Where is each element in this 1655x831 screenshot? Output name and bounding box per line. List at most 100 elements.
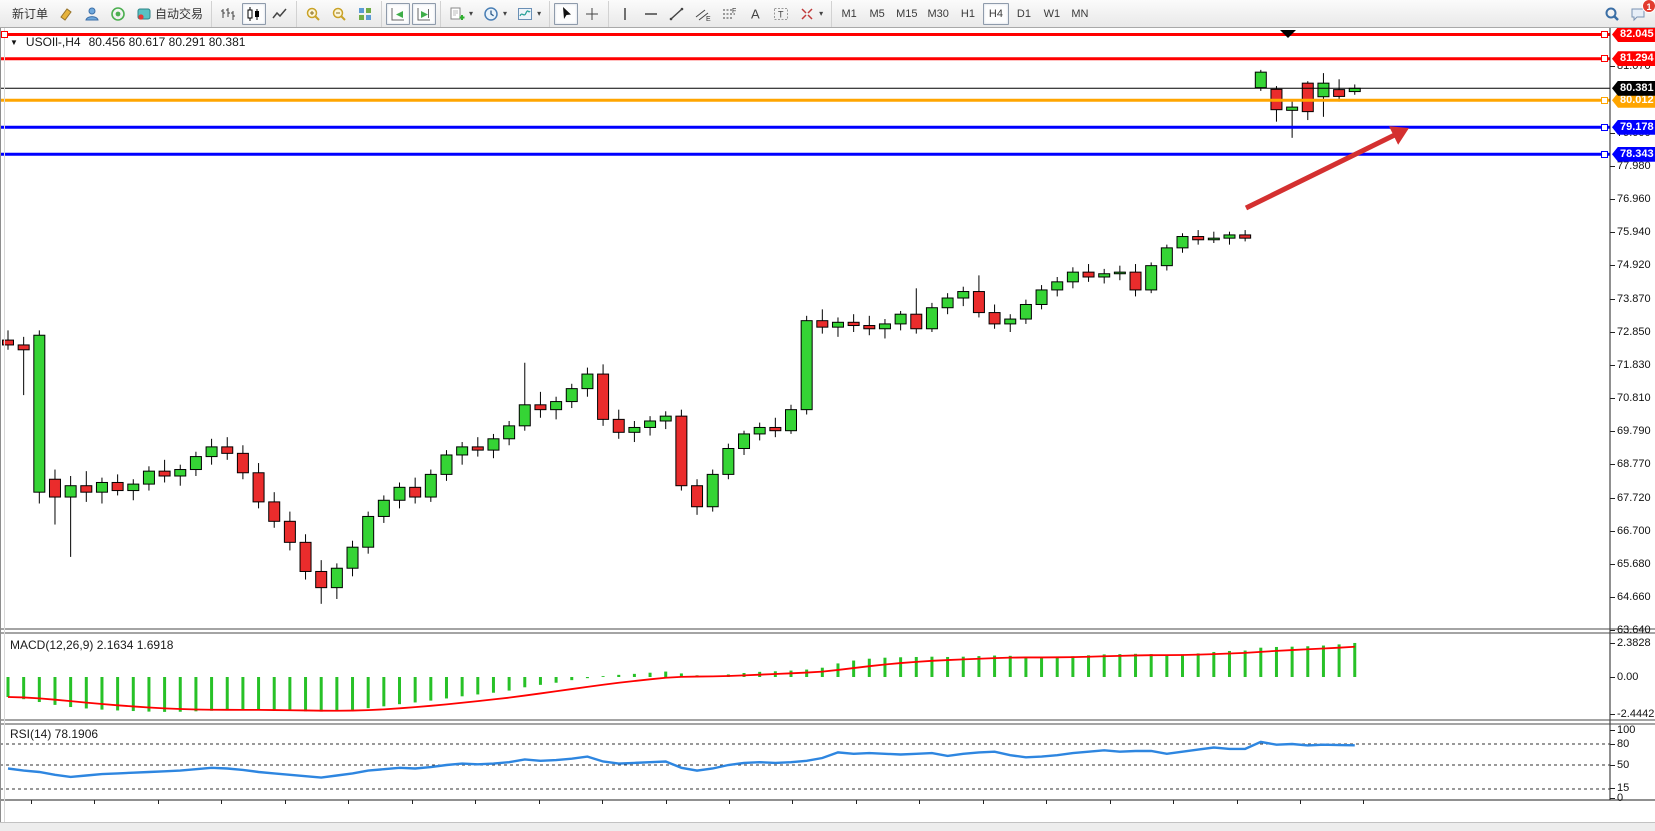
candle-up bbox=[1348, 87, 1361, 93]
price-tick-mark bbox=[1610, 198, 1615, 200]
candle-down bbox=[252, 472, 265, 503]
candle-down bbox=[268, 501, 281, 522]
level-line-handle[interactable] bbox=[1601, 123, 1608, 131]
vertical-line-button[interactable] bbox=[613, 3, 637, 25]
search-button[interactable] bbox=[1600, 3, 1624, 25]
candle-up bbox=[1051, 281, 1064, 291]
templates-button[interactable]: ▾ bbox=[513, 3, 545, 25]
new-order-button[interactable]: 新订单 bbox=[8, 3, 52, 25]
text-button[interactable]: A bbox=[743, 3, 767, 25]
trendline-button[interactable] bbox=[665, 3, 689, 25]
candle-down bbox=[847, 321, 860, 327]
candle-down bbox=[1270, 88, 1283, 111]
time-tick-mark bbox=[982, 800, 984, 804]
candle-down bbox=[158, 470, 171, 477]
timeframe-m30[interactable]: M30 bbox=[924, 3, 953, 25]
price-tick-mark bbox=[1610, 298, 1615, 300]
candle-down bbox=[597, 373, 610, 420]
collapse-arrow-icon[interactable]: ▼ bbox=[10, 37, 18, 47]
time-tick-mark bbox=[411, 800, 413, 804]
level-line-handle[interactable] bbox=[1, 30, 8, 38]
time-tick-mark bbox=[31, 800, 32, 804]
time-tick-mark bbox=[1173, 800, 1175, 804]
chevron-down-icon[interactable]: ▾ bbox=[819, 9, 824, 18]
price-tick-label: 63.640 bbox=[1617, 624, 1651, 637]
chevron-down-icon[interactable]: ▾ bbox=[469, 9, 474, 18]
chart-pencil-button[interactable] bbox=[54, 3, 78, 25]
macd-histogram bbox=[6, 642, 1357, 712]
notification-count-badge: 1 bbox=[1642, 0, 1655, 13]
level-line-handle[interactable] bbox=[1601, 96, 1608, 104]
fibonacci-button[interactable]: F bbox=[717, 3, 741, 25]
line-icon bbox=[272, 6, 288, 22]
candle-up bbox=[189, 456, 202, 471]
timeframe-m5[interactable]: M5 bbox=[864, 3, 890, 25]
candle-up bbox=[1113, 271, 1126, 275]
svg-text:F: F bbox=[732, 8, 736, 15]
profile-button[interactable] bbox=[80, 3, 104, 25]
top-marker-icon[interactable] bbox=[1280, 30, 1296, 38]
timeframe-w1[interactable]: W1 bbox=[1039, 3, 1065, 25]
rsi-tick-label: 0 bbox=[1617, 792, 1624, 804]
level-line-handle[interactable] bbox=[1601, 150, 1608, 158]
candle-up bbox=[800, 320, 813, 411]
candle-up bbox=[1317, 82, 1330, 98]
cursor-button[interactable] bbox=[554, 2, 579, 25]
timeframe-m30-label: M30 bbox=[927, 7, 949, 20]
chart-window[interactable]: ▼ USOIl-,H4 80.456 80.617 80.291 80.381 … bbox=[0, 26, 1655, 831]
candle-down bbox=[315, 570, 328, 589]
periods-button[interactable]: ▾ bbox=[479, 3, 511, 25]
autotrading-button[interactable]: 自动交易 bbox=[132, 3, 207, 25]
timeframe-h4[interactable]: H4 bbox=[982, 2, 1009, 25]
new-chart-button[interactable]: ▾ bbox=[445, 3, 477, 25]
level-line-handle[interactable] bbox=[1601, 30, 1608, 38]
toolbar-group-launch: 新订单 自动交易 bbox=[4, 1, 211, 27]
timeframe-h1[interactable]: H1 bbox=[955, 3, 981, 25]
candlestick-chart-button[interactable] bbox=[242, 2, 267, 25]
zoom-in-button[interactable] bbox=[301, 3, 325, 25]
signal-button[interactable] bbox=[106, 3, 130, 25]
candle-down bbox=[769, 426, 782, 432]
zoom-in-icon bbox=[305, 6, 321, 22]
candle-down bbox=[80, 485, 93, 493]
annotation-arrow[interactable] bbox=[1244, 131, 1400, 211]
timeframe-m15[interactable]: M15 bbox=[892, 3, 921, 25]
chart-shift-button[interactable] bbox=[412, 2, 437, 25]
price-level-badge-79.178: 79.178 bbox=[1612, 119, 1655, 135]
candle-up bbox=[785, 409, 797, 432]
bar-chart-button[interactable] bbox=[216, 3, 240, 25]
new-chart-icon bbox=[449, 6, 465, 22]
chevron-down-icon[interactable]: ▾ bbox=[503, 9, 508, 18]
candle-down bbox=[17, 344, 30, 351]
timeframe-w1-label: W1 bbox=[1043, 7, 1061, 20]
arrows-button[interactable]: ▾ bbox=[795, 3, 827, 25]
auto-scroll-button[interactable] bbox=[386, 2, 411, 25]
timeframe-m15-label: M15 bbox=[896, 7, 918, 20]
price-tick-mark bbox=[1610, 431, 1615, 433]
annotation-arrowhead[interactable] bbox=[1389, 126, 1409, 145]
notifications-button[interactable]: 1 bbox=[1626, 0, 1655, 25]
cursor-icon bbox=[558, 6, 574, 22]
tile-windows-button[interactable] bbox=[353, 3, 377, 25]
price-tick-label: 72.850 bbox=[1617, 325, 1651, 338]
horizontal-level-lines[interactable] bbox=[0, 32, 1610, 156]
candle-up bbox=[925, 307, 938, 330]
price-level-badge-81.294: 81.294 bbox=[1612, 51, 1655, 67]
zoom-out-button[interactable] bbox=[327, 3, 351, 25]
timeframe-d1[interactable]: D1 bbox=[1011, 3, 1037, 25]
timeframe-m1[interactable]: M1 bbox=[836, 3, 862, 25]
text-label-button[interactable]: T bbox=[769, 3, 793, 25]
candle-up bbox=[330, 567, 343, 589]
crosshair-button[interactable] bbox=[580, 3, 604, 25]
timeframe-mn[interactable]: MN bbox=[1067, 3, 1093, 25]
candle-down bbox=[1082, 271, 1095, 278]
macd-tick-label: 2.3828 bbox=[1617, 637, 1651, 649]
line-chart-button[interactable] bbox=[268, 3, 292, 25]
chevron-down-icon[interactable]: ▾ bbox=[537, 9, 542, 18]
equidistant-channel-button[interactable]: E bbox=[691, 3, 715, 25]
level-line-handle[interactable] bbox=[1601, 55, 1608, 63]
toolbar-group-scroll bbox=[381, 0, 440, 27]
horizontal-line-button[interactable] bbox=[639, 3, 663, 25]
candle-up bbox=[64, 485, 77, 498]
rsi-tick-mark bbox=[1610, 788, 1615, 789]
